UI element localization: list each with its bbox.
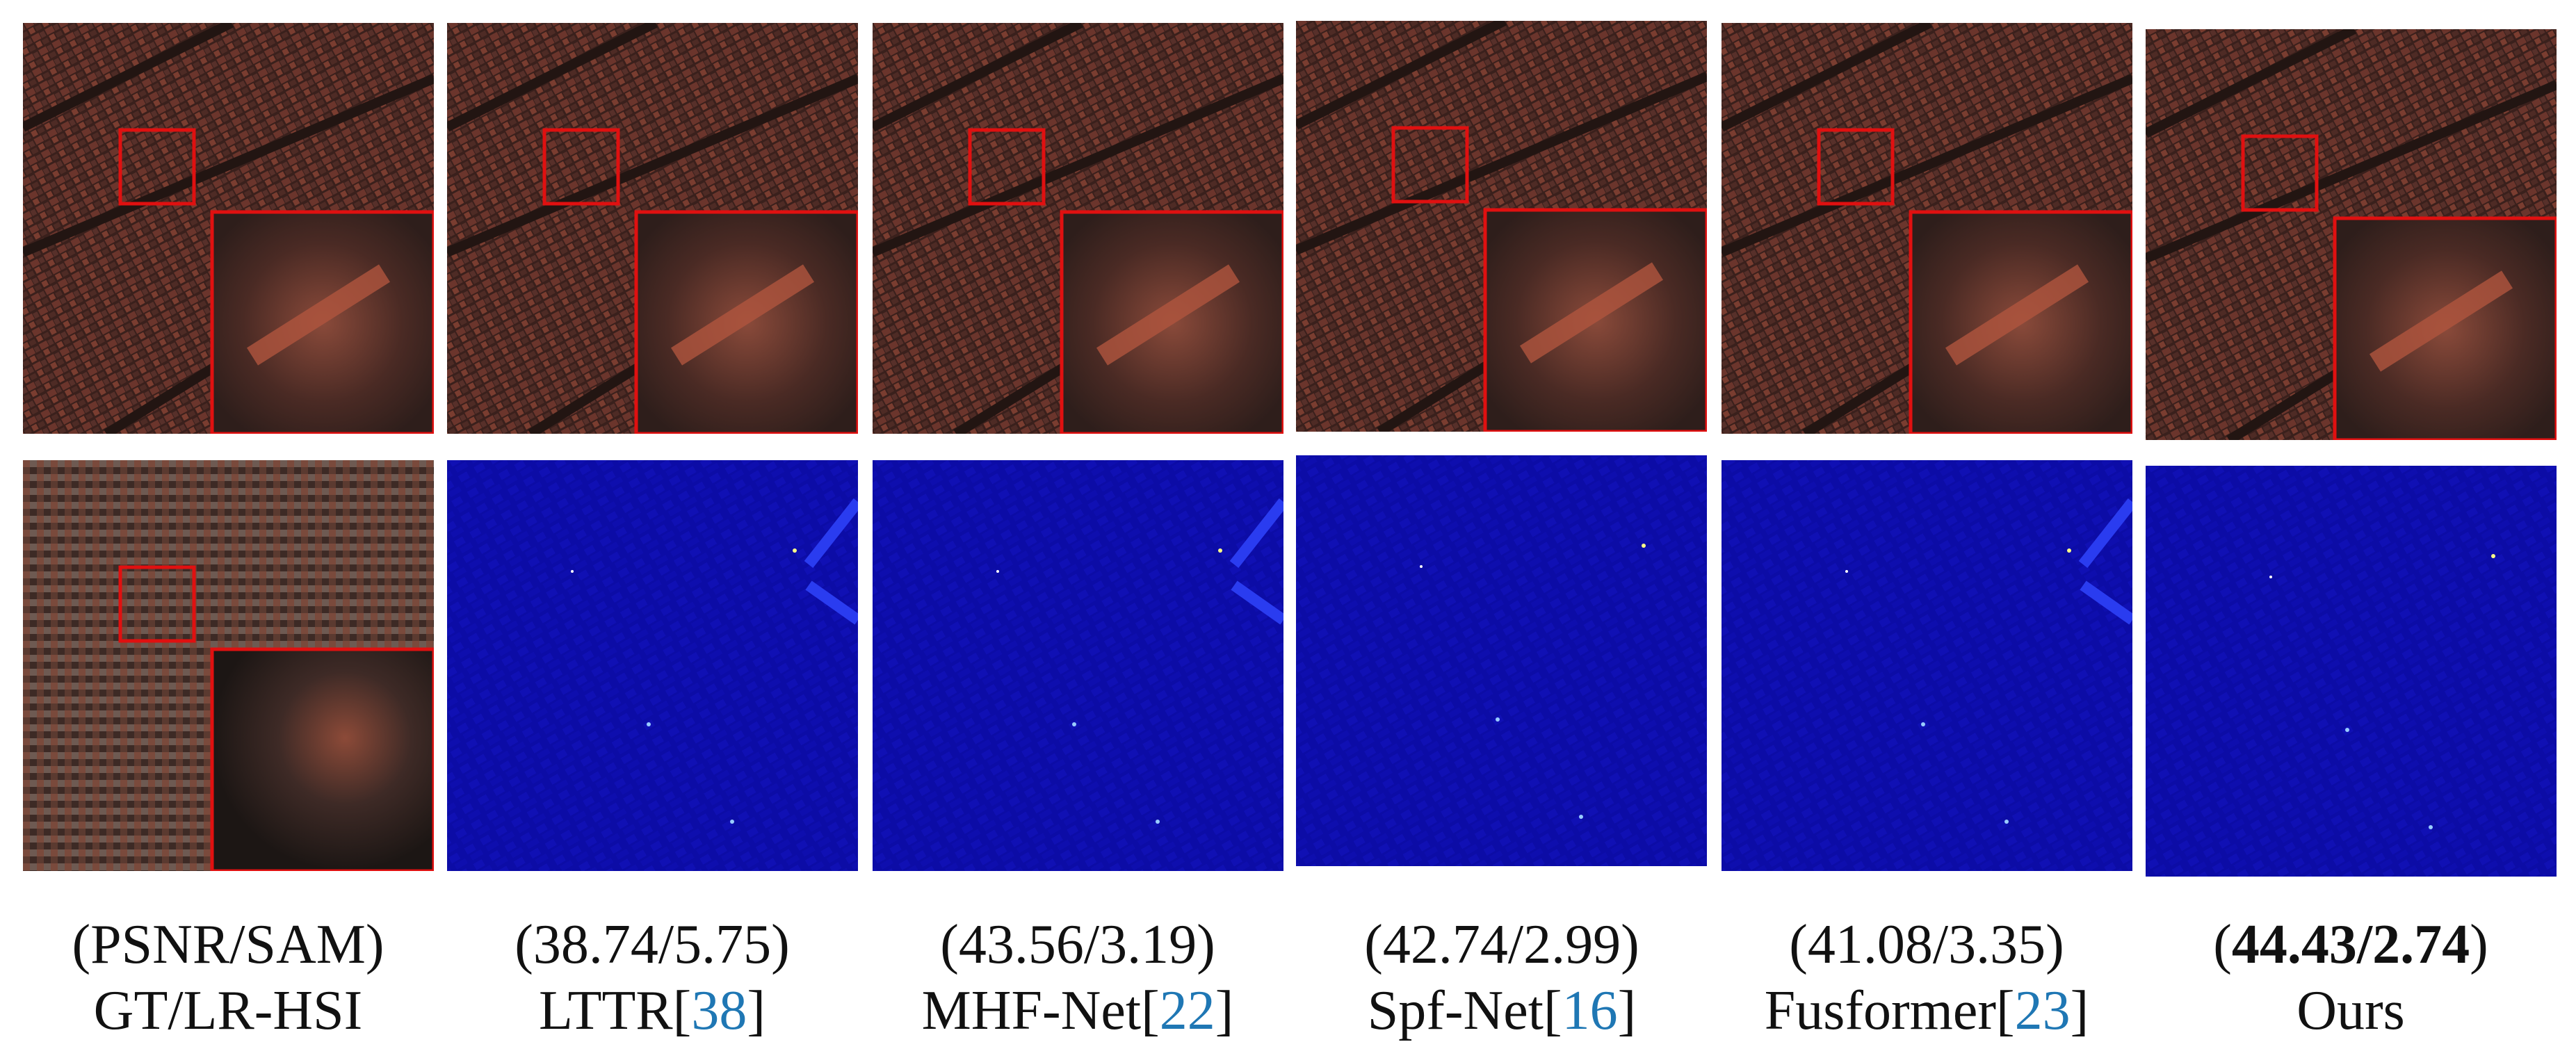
caption-part: ( bbox=[2213, 914, 2232, 975]
metrics: (41.08/3.35) bbox=[1789, 914, 2064, 975]
caption-part: ) bbox=[1621, 914, 1639, 975]
caption-part: ( bbox=[515, 914, 533, 975]
error-map bbox=[873, 460, 1283, 871]
caption-part: 44.43/2.74 bbox=[2232, 914, 2470, 975]
metrics: (43.56/3.19) bbox=[940, 914, 1215, 975]
caption-part: PSNR/SAM bbox=[90, 914, 366, 975]
caption-part: ( bbox=[1364, 914, 1383, 975]
caption-part: ) bbox=[1197, 914, 1215, 975]
caption-part: [ bbox=[1996, 980, 2015, 1041]
caption-part: GT/LR-HSI bbox=[94, 980, 363, 1041]
caption-part: ) bbox=[2046, 914, 2064, 975]
metrics: (42.74/2.99) bbox=[1364, 914, 1639, 975]
method: MHF-Net[22] bbox=[922, 980, 1234, 1041]
result-image bbox=[873, 23, 1283, 434]
caption-part: 42.74/2.99 bbox=[1383, 914, 1621, 975]
caption-part: ) bbox=[2470, 914, 2488, 975]
caption-part: [ bbox=[1544, 980, 1562, 1041]
caption-part: MHF-Net bbox=[922, 980, 1142, 1041]
error-map bbox=[447, 460, 858, 871]
caption-part: ] bbox=[1215, 980, 1234, 1041]
caption-part: 22 bbox=[1160, 980, 1215, 1041]
caption-part: [ bbox=[673, 980, 692, 1041]
caption-part: ) bbox=[771, 914, 790, 975]
caption-part: ] bbox=[1618, 980, 1637, 1041]
method: GT/LR-HSI bbox=[94, 980, 363, 1041]
caption-part: ) bbox=[366, 914, 384, 975]
caption-part: 43.56/3.19 bbox=[959, 914, 1197, 975]
caption-part: 41.08/3.35 bbox=[1808, 914, 2046, 975]
method: LTTR[38] bbox=[539, 980, 765, 1041]
caption-part: 38.74/5.75 bbox=[533, 914, 771, 975]
metrics: (PSNR/SAM) bbox=[72, 914, 384, 975]
error-map bbox=[1722, 460, 2132, 871]
caption-part: ] bbox=[2071, 980, 2089, 1041]
method: Spf-Net[16] bbox=[1368, 980, 1637, 1041]
caption-part: Fusformer bbox=[1765, 980, 1996, 1041]
result-image bbox=[2146, 29, 2557, 440]
caption-part: 23 bbox=[2015, 980, 2071, 1041]
gt-image bbox=[23, 23, 434, 434]
caption-part: ( bbox=[1789, 914, 1808, 975]
method: Fusformer[23] bbox=[1765, 980, 2089, 1041]
result-image bbox=[447, 23, 858, 434]
caption-part: 38 bbox=[691, 980, 747, 1041]
error-map bbox=[1296, 455, 1707, 866]
caption-part: 16 bbox=[1562, 980, 1618, 1041]
caption-part: ( bbox=[940, 914, 959, 975]
result-image bbox=[1296, 21, 1707, 432]
caption-part: Ours bbox=[2296, 980, 2405, 1041]
caption-part: [ bbox=[1141, 980, 1160, 1041]
metrics: (44.43/2.74) bbox=[2213, 914, 2488, 975]
metrics: (38.74/5.75) bbox=[515, 914, 790, 975]
lr-image bbox=[23, 460, 434, 871]
caption-part: Spf-Net bbox=[1368, 980, 1544, 1041]
error-map bbox=[2146, 466, 2557, 877]
caption-part: LTTR bbox=[539, 980, 673, 1041]
caption-part: ( bbox=[72, 914, 90, 975]
result-image bbox=[1722, 23, 2132, 434]
method: Ours bbox=[2296, 980, 2405, 1041]
caption-part: ] bbox=[747, 980, 765, 1041]
